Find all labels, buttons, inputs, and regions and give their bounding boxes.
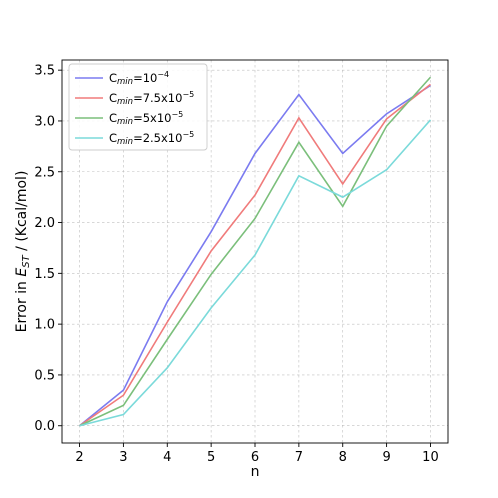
series-line-3 [79, 76, 432, 427]
y-tick-label: 3.5 [34, 64, 55, 79]
y-axis-label: Error in EST / (Kcal/mol) [14, 171, 32, 333]
legend-label-3: Cmin=5x10−5 [109, 110, 183, 127]
legend-label-2: Cmin=7.5x10−5 [109, 90, 194, 107]
x-tick-label: 5 [207, 450, 215, 465]
y-tick-label: 0.5 [34, 368, 55, 383]
x-tick-label: 7 [295, 450, 303, 465]
series-layer [79, 76, 432, 427]
series-line-4 [79, 119, 432, 427]
series-line-1 [79, 84, 431, 427]
y-tick-label: 0.0 [34, 419, 55, 434]
x-tick-label: 8 [339, 450, 347, 465]
legend-label-1: Cmin=10−4 [109, 70, 169, 87]
x-tick-label: 9 [382, 450, 390, 465]
x-tick-label: 6 [251, 450, 259, 465]
y-tick-label: 2.0 [34, 216, 55, 231]
x-axis-label: n [251, 464, 260, 480]
y-tick-label: 3.0 [34, 114, 55, 129]
x-tick-label: 2 [75, 450, 83, 465]
x-tick-label: 3 [119, 450, 127, 465]
series-line-2 [79, 83, 431, 427]
legend: Cmin=10−4 Cmin=7.5x10−5 Cmin=5x10−5 Cmin=2.… [68, 63, 208, 151]
legend-box [68, 63, 208, 151]
y-tick-label: 1.5 [34, 267, 55, 282]
y-axis: 0.0 0.5 1.0 1.5 2.0 2.5 3.0 3.5 [34, 64, 62, 434]
y-tick-label: 1.0 [34, 318, 55, 333]
x-tick-label: 4 [163, 450, 171, 465]
x-tick-label: 10 [422, 450, 439, 465]
x-axis: 2 3 4 5 6 7 8 9 10 [75, 443, 439, 465]
y-tick-label: 2.5 [34, 165, 55, 180]
legend-label-4: Cmin=2.5x10−5 [109, 130, 194, 147]
